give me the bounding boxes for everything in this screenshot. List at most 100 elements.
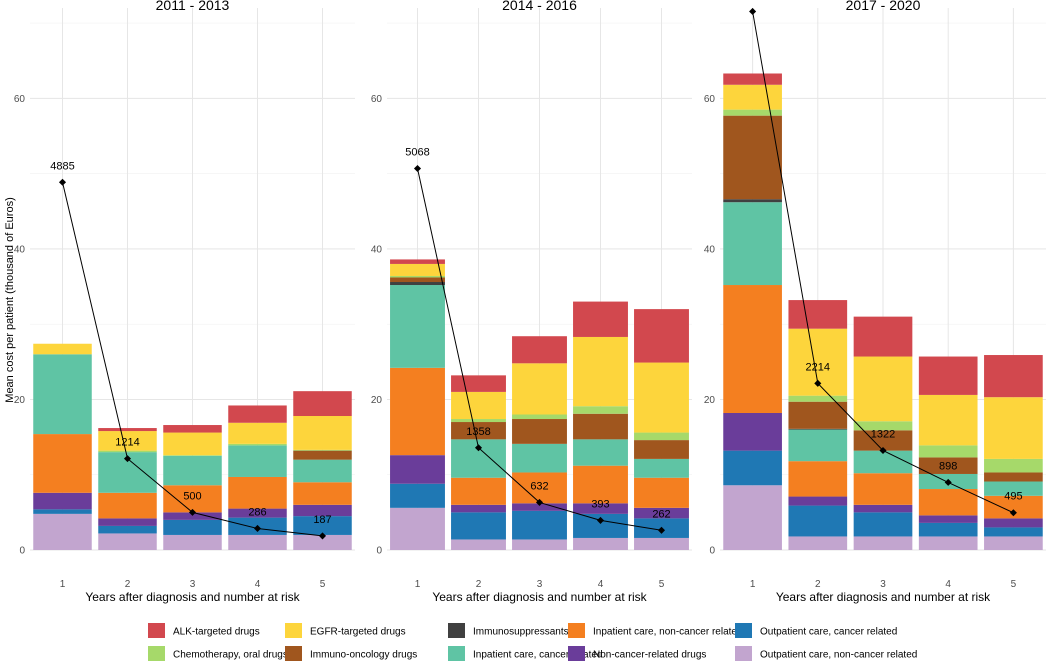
bar-segment-chemotherapy-oral-drugs [293, 449, 352, 451]
bar-segment-egfr-targeted-drugs [228, 422, 287, 444]
panel-1: 0 20 40 60 1 2 3 4 5 2011 - 2013 Years after diagn… [14, 0, 355, 604]
bar-segment-immuno-oncology-drugs [512, 419, 567, 444]
bar-segment-chemotherapy-oral-drugs [390, 275, 445, 278]
bar-segment-chemotherapy-oral-drugs [163, 455, 222, 456]
bar-segment-inpatient-care-non-cancer-related [723, 285, 782, 413]
y-tick-label: 20 [704, 395, 716, 406]
bar-segment-outpatient-care-non-cancer-related [984, 536, 1043, 550]
legend-swatch-alk-targeted-drugs [148, 623, 165, 638]
x-tick-label: 5 [320, 579, 326, 590]
legend-swatch-non-cancer-related-drugs [568, 646, 585, 661]
at-risk-label: 1358 [466, 426, 490, 438]
y-tick-label: 0 [19, 546, 25, 557]
bar-segment-non-cancer-related-drugs [293, 504, 352, 517]
legend-swatch-outpatient-care-cancer-related [735, 623, 752, 638]
bar-segment-chemotherapy-oral-drugs [918, 445, 978, 458]
legend-swatch-inpatient-care-cancer-related [448, 646, 465, 661]
x-axis-label: Years after diagnosis and number at risk [85, 590, 300, 604]
bar-segment-non-cancer-related-drugs [33, 492, 92, 510]
bar-segment-non-cancer-related-drugs [723, 412, 782, 451]
y-tick-label: 40 [14, 244, 26, 255]
legend-swatch-chemotherapy-oral-drugs [148, 646, 165, 661]
bar-segment-outpatient-care-cancer-related [853, 512, 913, 537]
bar-segment-egfr-targeted-drugs [723, 84, 782, 110]
x-tick-label: 1 [750, 579, 756, 590]
bar-segment-outpatient-care-non-cancer-related [33, 513, 92, 550]
at-risk-point [879, 446, 887, 455]
x-tick-label: 2 [125, 579, 131, 590]
bar-segment-immuno-oncology-drugs [390, 277, 445, 283]
legend-label-outpatient-care-non-cancer-related: Outpatient care, non-cancer related [760, 650, 917, 661]
y-tick-label: 60 [14, 94, 26, 105]
x-tick-label: 4 [598, 579, 604, 590]
bar-segment-alk-targeted-drugs [918, 356, 978, 395]
bar-segment-egfr-targeted-drugs [853, 356, 913, 422]
legend-swatch-outpatient-care-non-cancer-related [735, 646, 752, 661]
at-risk-point [657, 526, 666, 534]
bar-segment-alk-targeted-drugs [723, 73, 782, 85]
bar-segment-inpatient-care-non-cancer-related [163, 485, 222, 513]
at-risk-label: 5068 [405, 146, 429, 158]
bar-segment-outpatient-care-non-cancer-related [723, 485, 782, 550]
legend-swatch-immuno-oncology-drugs [285, 646, 302, 661]
legend-label-egfr-targeted-drugs: EGFR-targeted drugs [310, 627, 406, 638]
legend-label-inpatient-care-cancer-related: Inpatient care, cancer related [473, 650, 603, 661]
bar-segment-inpatient-care-cancer-related [390, 285, 445, 368]
legend-label-non-cancer-related-drugs: Non-cancer-related drugs [593, 650, 706, 661]
bar-segment-immuno-oncology-drugs [451, 422, 506, 440]
bar-segment-inpatient-care-cancer-related [853, 450, 913, 474]
bar-segment-outpatient-care-non-cancer-related [634, 537, 689, 550]
bar-segment-inpatient-care-non-cancer-related [573, 465, 628, 504]
bar-segment-outpatient-care-cancer-related [293, 516, 352, 535]
bar-segment-chemotherapy-oral-drugs [228, 443, 287, 446]
bar-segment-non-cancer-related-drugs [228, 508, 287, 518]
legend-label-alk-targeted-drugs: ALK-targeted drugs [173, 627, 260, 638]
panel-title: 2014 - 2016 [502, 0, 577, 13]
bar-segment-outpatient-care-non-cancer-related [451, 539, 506, 550]
bar-segment-non-cancer-related-drugs [984, 518, 1043, 528]
at-risk-label: 4885 [50, 160, 74, 172]
at-risk-point [123, 455, 132, 463]
y-tick-label: 20 [14, 395, 26, 406]
legend-label-outpatient-care-cancer-related: Outpatient care, cancer related [760, 627, 897, 638]
x-axis-label: Years after diagnosis and number at risk [432, 590, 647, 604]
bar-segment-outpatient-care-non-cancer-related [918, 536, 978, 550]
y-tick-label: 40 [371, 244, 383, 255]
bar-segment-immuno-oncology-drugs [723, 115, 782, 200]
at-risk-label: 262 [652, 508, 670, 520]
bar-segment-outpatient-care-cancer-related [984, 527, 1043, 537]
x-tick-label: 3 [537, 579, 543, 590]
bar-segment-alk-targeted-drugs [853, 316, 913, 357]
bar-segment-non-cancer-related-drugs [163, 512, 222, 520]
bar-segment-egfr-targeted-drugs [33, 343, 92, 355]
x-tick-label: 1 [60, 579, 66, 590]
bar-segment-outpatient-care-cancer-related [163, 519, 222, 535]
bar-segment-egfr-targeted-drugs [390, 263, 445, 276]
bar-segment-outpatient-care-cancer-related [33, 509, 92, 514]
x-tick-label: 3 [880, 579, 886, 590]
bar-segment-outpatient-care-cancer-related [98, 525, 157, 534]
x-tick-label: 2 [815, 579, 821, 590]
bar-segment-inpatient-care-cancer-related [984, 481, 1043, 496]
at-risk-label: 187 [313, 514, 331, 526]
bar-segment-inpatient-care-cancer-related [163, 455, 222, 486]
legend-swatch-egfr-targeted-drugs [285, 623, 302, 638]
bar-segment-outpatient-care-non-cancer-related [512, 539, 567, 550]
bar-segment-immuno-oncology-drugs [788, 401, 848, 429]
bar-segment-non-cancer-related-drugs [451, 504, 506, 513]
bar-segment-chemotherapy-oral-drugs [853, 421, 913, 431]
bar-segment-non-cancer-related-drugs [853, 504, 913, 513]
legend: ALK-targeted drugs EGFR-targeted drugs Imm… [148, 623, 917, 661]
bar-segment-non-cancer-related-drugs [98, 518, 157, 526]
bar-segment-outpatient-care-cancer-related [512, 510, 567, 540]
y-tick-label: 0 [376, 546, 382, 557]
bar-segment-outpatient-care-non-cancer-related [98, 533, 157, 550]
at-risk-point [814, 379, 822, 387]
bar-segment-egfr-targeted-drugs [163, 432, 222, 456]
at-risk-label: 7154 [740, 0, 764, 1]
bar-segment-egfr-targeted-drugs [918, 394, 978, 446]
bar-segment-outpatient-care-cancer-related [451, 512, 506, 540]
bar-segment-alk-targeted-drugs [573, 301, 628, 337]
bar-segment-immunosuppressants [390, 282, 445, 286]
legend-label-inpatient-care-non-cancer-related: Inpatient care, non-cancer related [593, 627, 743, 638]
